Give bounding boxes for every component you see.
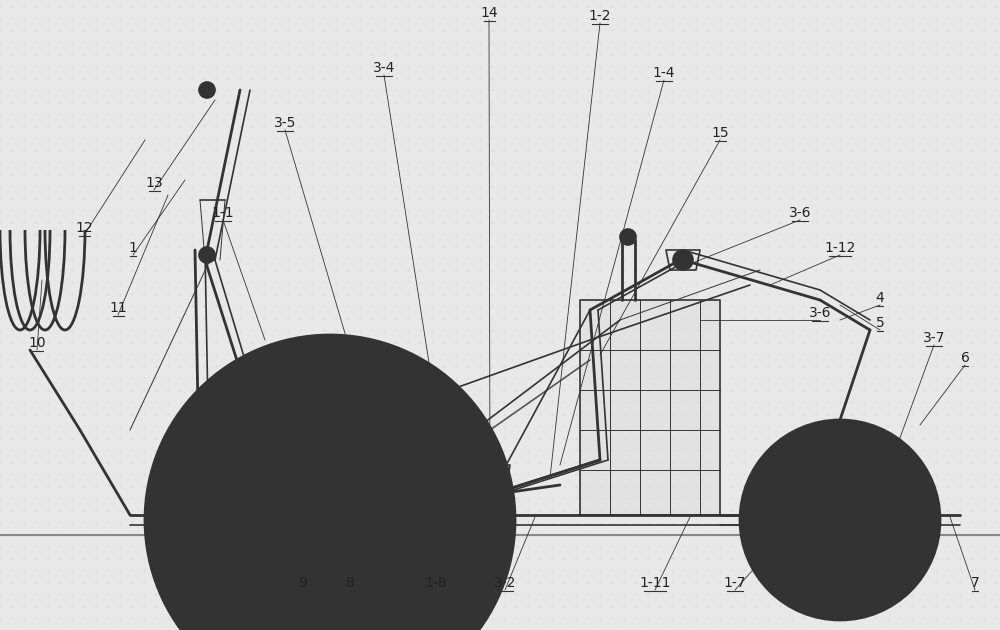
Text: 14: 14 <box>480 6 498 20</box>
Text: 8: 8 <box>346 576 354 590</box>
Circle shape <box>817 517 823 523</box>
Circle shape <box>359 497 367 505</box>
Circle shape <box>760 440 920 600</box>
Text: 13: 13 <box>145 176 163 190</box>
Text: 11: 11 <box>109 301 127 315</box>
Circle shape <box>673 250 693 270</box>
Circle shape <box>823 503 829 509</box>
Circle shape <box>823 531 829 537</box>
Circle shape <box>851 531 857 537</box>
Circle shape <box>620 229 636 245</box>
Circle shape <box>478 473 502 497</box>
Circle shape <box>812 492 868 548</box>
Text: 12: 12 <box>75 221 93 235</box>
Circle shape <box>315 505 345 535</box>
Text: 3-2: 3-2 <box>494 576 516 590</box>
Text: 10: 10 <box>28 336 46 350</box>
Circle shape <box>857 517 863 523</box>
Circle shape <box>345 483 353 491</box>
Circle shape <box>837 537 843 543</box>
Circle shape <box>482 447 498 463</box>
Circle shape <box>293 497 301 505</box>
Circle shape <box>307 549 315 557</box>
Circle shape <box>345 549 353 557</box>
Circle shape <box>199 247 215 263</box>
Circle shape <box>830 510 850 530</box>
Polygon shape <box>580 300 720 515</box>
Text: 4: 4 <box>876 291 884 305</box>
Circle shape <box>145 335 515 630</box>
Circle shape <box>851 503 857 509</box>
Text: 3-5: 3-5 <box>274 116 296 130</box>
Circle shape <box>326 554 334 562</box>
Text: 6: 6 <box>961 351 969 365</box>
Text: 15: 15 <box>711 126 729 140</box>
Text: 1-4: 1-4 <box>653 66 675 80</box>
Text: 1-8: 1-8 <box>425 576 447 590</box>
Circle shape <box>485 480 495 490</box>
Text: 7: 7 <box>971 576 979 590</box>
Text: 1-2: 1-2 <box>589 9 611 23</box>
Text: 1-12: 1-12 <box>824 241 856 255</box>
Circle shape <box>487 452 493 458</box>
Circle shape <box>293 535 301 543</box>
Circle shape <box>740 420 940 620</box>
Text: 1: 1 <box>129 241 137 255</box>
Text: 1-1: 1-1 <box>212 206 234 220</box>
Text: 5: 5 <box>876 316 884 330</box>
Circle shape <box>837 497 843 503</box>
Circle shape <box>307 483 315 491</box>
Text: 9: 9 <box>299 576 307 590</box>
Text: 3-6: 3-6 <box>789 206 811 220</box>
Text: 3-4: 3-4 <box>373 61 395 75</box>
Circle shape <box>288 516 296 524</box>
Circle shape <box>326 478 334 486</box>
Circle shape <box>280 470 380 570</box>
Circle shape <box>199 82 215 98</box>
Text: 1-7: 1-7 <box>724 576 746 590</box>
Circle shape <box>359 535 367 543</box>
Circle shape <box>364 516 372 524</box>
Circle shape <box>175 365 485 630</box>
Text: 3-6: 3-6 <box>809 306 831 320</box>
Text: 3-7: 3-7 <box>923 331 945 345</box>
Text: 1-11: 1-11 <box>639 576 671 590</box>
